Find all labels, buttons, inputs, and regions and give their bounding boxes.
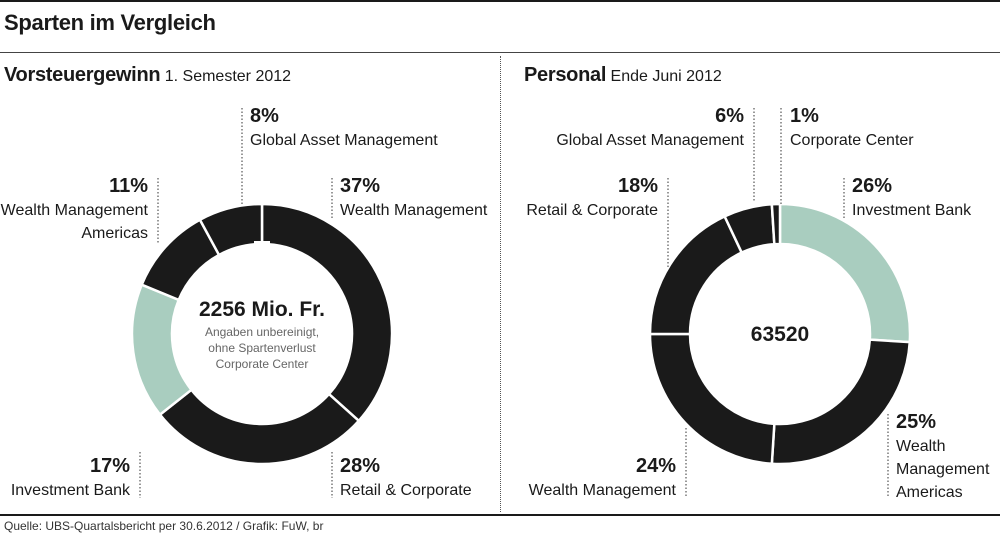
chart-1-center-note: Angaben unbereinigt, <box>205 325 319 339</box>
chart-1-center-note: ohne Spartenverlust <box>208 341 316 355</box>
chart-2-slice-2-label: Americas <box>896 484 963 501</box>
chart-2-slice-5-percent: 6% <box>715 105 744 127</box>
chart-1-slice-5-label: Global Asset Management <box>250 132 438 149</box>
chart-1-title: Vorsteuergewinn <box>4 64 161 86</box>
chart-1-slice-5-percent: 8% <box>250 105 279 127</box>
chart-2-slice-3 <box>648 332 776 466</box>
chart-2-slice-6 <box>770 202 782 246</box>
chart-2-center-value: 63520 <box>751 323 809 346</box>
chart-1-donut: 37% Wealth Management 28% Retail & Corporat… <box>1 105 488 499</box>
chart-2-slice-2-percent: 25% <box>896 411 936 433</box>
chart-2-donut: 26% Investment Bank 25% Wealth Management Ame… <box>526 105 990 501</box>
chart-2-slice-5-label: Global Asset Management <box>556 132 744 149</box>
chart-1-slice-3-percent: 17% <box>90 455 130 477</box>
chart-2-slice-2 <box>770 338 912 466</box>
chart-2-slice-6-percent: 1% <box>790 105 819 127</box>
panel-divider <box>500 56 501 512</box>
chart-1-center-value: 2256 Mio. Fr. <box>199 298 325 321</box>
chart-2-slice-3-label: Wealth Management <box>529 482 677 499</box>
chart-2-slice-2-label: Management <box>896 461 990 478</box>
title-rule <box>0 52 1000 53</box>
chart-2-slice-1 <box>778 202 912 344</box>
chart-1-slice-2-label: Retail & Corporate <box>340 482 472 499</box>
chart-1-slice-3 <box>130 283 194 417</box>
chart-2-slice-4-percent: 18% <box>618 175 658 197</box>
chart-2-slice-1-label: Investment Bank <box>852 202 972 219</box>
chart-1-slice-3-label: Investment Bank <box>11 482 131 499</box>
chart-1-slice-5 <box>198 202 264 257</box>
chart-1-heading: Vorsteuergewinn 1. Semester 2012 <box>4 64 291 87</box>
chart-1-center-pointer <box>254 241 270 258</box>
chart-1-slice-4-label: Americas <box>81 225 148 242</box>
chart-1-slice-1-label: Wealth Management <box>340 202 488 219</box>
chart-2-slice-6-label: Corporate Center <box>790 132 914 149</box>
chart-1-subtitle: 1. Semester 2012 <box>164 68 292 85</box>
chart-1-slice-2 <box>158 388 361 466</box>
chart-2-slice-2-label: Wealth <box>896 438 946 455</box>
chart-1-slice-1-percent: 37% <box>340 175 380 197</box>
bottom-rule <box>0 514 1000 516</box>
chart-2-subtitle: Ende Juni 2012 <box>610 68 722 85</box>
chart-1-slice-1 <box>260 202 394 423</box>
page-title: Sparten im Vergleich <box>4 10 216 35</box>
source-note: Quelle: UBS-Quartalsbericht per 30.6.201… <box>4 519 324 533</box>
chart-2-slice-4 <box>648 214 744 336</box>
chart-2-slice-3-percent: 24% <box>636 455 676 477</box>
chart-1-slice-2-percent: 28% <box>340 455 380 477</box>
chart-1-center-note: Corporate Center <box>216 357 309 371</box>
chart-2-slice-1-percent: 26% <box>852 175 892 197</box>
chart-1-slice-4-percent: 11% <box>109 175 148 197</box>
chart-2-heading: Personal Ende Juni 2012 <box>524 64 722 87</box>
top-rule <box>0 0 1000 2</box>
chart-1-slice-4-label: Wealth Management <box>1 202 149 219</box>
chart-2-title: Personal <box>524 64 607 86</box>
chart-2-slice-4-label: Retail & Corporate <box>526 202 658 219</box>
